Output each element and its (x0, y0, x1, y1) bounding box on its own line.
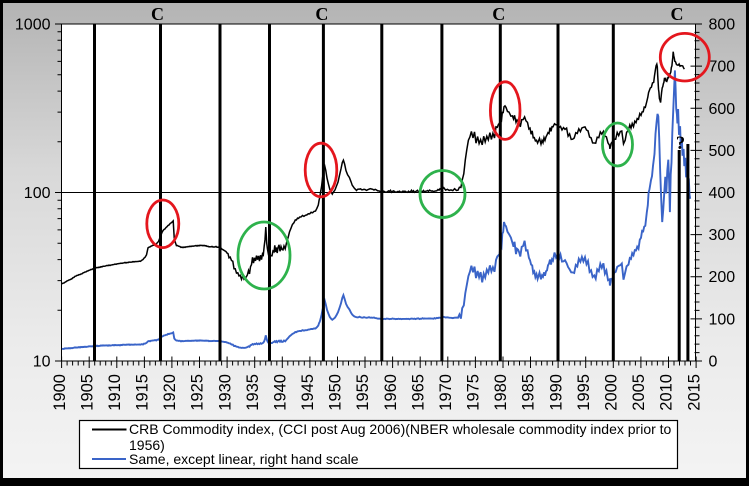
svg-text:C: C (315, 4, 328, 24)
svg-text:C: C (492, 4, 505, 24)
svg-text:1945: 1945 (299, 374, 317, 411)
svg-text:1925: 1925 (189, 374, 207, 411)
svg-text:1930: 1930 (216, 374, 234, 411)
svg-text:1985: 1985 (520, 374, 538, 411)
svg-text:1915: 1915 (134, 374, 152, 411)
svg-text:1980: 1980 (492, 374, 510, 411)
svg-text:1960: 1960 (382, 374, 400, 411)
svg-text:300: 300 (709, 227, 736, 244)
svg-text:1910: 1910 (106, 374, 124, 411)
svg-text:100: 100 (24, 185, 51, 202)
svg-text:1965: 1965 (409, 374, 427, 411)
svg-text:2010: 2010 (658, 374, 676, 411)
svg-text:C: C (151, 4, 164, 24)
svg-text:800: 800 (709, 17, 736, 34)
svg-text:?: ? (676, 134, 685, 154)
svg-text:600: 600 (709, 101, 736, 118)
svg-text:1975: 1975 (465, 374, 483, 411)
svg-text:100: 100 (709, 311, 736, 328)
svg-text:2005: 2005 (630, 374, 648, 411)
svg-text:C: C (671, 4, 684, 24)
svg-text:1920: 1920 (161, 374, 179, 411)
svg-text:0: 0 (709, 354, 718, 371)
svg-text:1956): 1956) (129, 437, 165, 453)
svg-text:2015: 2015 (685, 374, 703, 411)
svg-text:1000: 1000 (15, 17, 51, 34)
svg-text:500: 500 (709, 143, 736, 160)
svg-text:1970: 1970 (437, 374, 455, 411)
svg-text:CRB Commodity index, (CCI post: CRB Commodity index, (CCI post Aug 2006)… (129, 421, 672, 437)
svg-text:1905: 1905 (78, 374, 96, 411)
svg-text:2000: 2000 (603, 374, 621, 411)
svg-text:200: 200 (709, 269, 736, 286)
svg-text:400: 400 (709, 185, 736, 202)
svg-text:1935: 1935 (244, 374, 262, 411)
svg-text:1955: 1955 (354, 374, 372, 411)
svg-text:1950: 1950 (327, 374, 345, 411)
svg-text:1990: 1990 (547, 374, 565, 411)
svg-text:10: 10 (33, 354, 51, 371)
svg-text:1900: 1900 (51, 374, 69, 411)
svg-text:1940: 1940 (272, 374, 290, 411)
svg-text:Same, except linear, right han: Same, except linear, right hand scale (129, 451, 359, 467)
svg-text:700: 700 (709, 59, 736, 76)
svg-text:1995: 1995 (575, 374, 593, 411)
